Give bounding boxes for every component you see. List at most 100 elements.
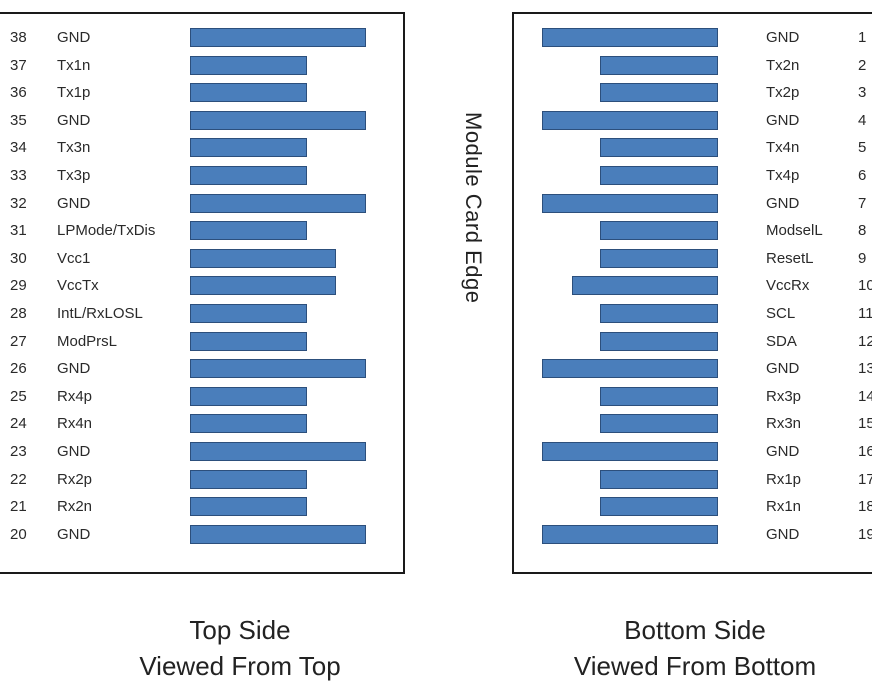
signal-name: Rx1p <box>766 470 802 488</box>
pin-row: 28 IntL/RxLOSL <box>0 300 403 328</box>
contact-pad <box>190 193 366 213</box>
module-card-edge-label: Module Card Edge <box>461 112 486 304</box>
pin-row: 11 SCL <box>514 300 872 328</box>
top-side-caption-title: Top Side <box>189 615 291 645</box>
contact-pad <box>600 469 718 489</box>
contact-pad <box>542 110 718 130</box>
contact-pad <box>600 248 718 268</box>
signal-name: Tx4n <box>766 139 800 157</box>
signal-name: Tx2n <box>766 56 800 74</box>
pin-number: 5 <box>858 139 867 157</box>
pin-row: 8 ModselL <box>514 217 872 245</box>
pin-row: 3 Tx2p <box>514 79 872 107</box>
pin-row: 24 Rx4n <box>0 410 403 438</box>
signal-name: Rx4n <box>57 415 93 433</box>
pin-number: 6 <box>858 167 867 184</box>
signal-name: GND <box>57 29 91 46</box>
signal-name: GND <box>57 111 91 129</box>
pin-row: 14 Rx3p <box>514 383 872 411</box>
top-side-caption-subtitle: Viewed From Top <box>139 651 341 681</box>
signal-name: Tx2p <box>766 84 800 102</box>
pin-number: 27 <box>10 332 27 350</box>
contact-pad <box>600 138 718 158</box>
signal-name: VccRx <box>766 277 810 295</box>
contact-pad <box>190 276 336 296</box>
pin-row: 1 GND <box>514 24 872 52</box>
pin-row: 12 SDA <box>514 328 872 356</box>
contact-pad <box>190 28 366 47</box>
pin-row: 37 Tx1n <box>0 52 403 80</box>
pin-row: 31 LPMode/TxDis <box>0 217 403 245</box>
contact-pad <box>600 83 718 103</box>
pin-row: 17 Rx1p <box>514 466 872 494</box>
pin-row: 9 ResetL <box>514 245 872 273</box>
contact-pad <box>190 359 366 379</box>
pin-row: 23 GND <box>0 438 403 466</box>
contact-pad <box>190 469 307 489</box>
pin-number: 16 <box>858 443 872 460</box>
bottom-side-caption-subtitle: Viewed From Bottom <box>573 651 817 681</box>
signal-name: SCL <box>766 305 796 322</box>
signal-name: Rx2n <box>57 498 93 516</box>
contact-pad <box>190 138 307 158</box>
pin-row: 38 GND <box>0 24 403 52</box>
pin-row: 25 Rx4p <box>0 383 403 411</box>
pin-row: 34 Tx3n <box>0 134 403 162</box>
contact-pad <box>542 524 718 544</box>
pin-row: 26 GND <box>0 355 403 383</box>
signal-name: GND <box>766 29 800 46</box>
contact-pad <box>572 276 718 296</box>
contact-pad <box>600 414 718 434</box>
pin-row: 30 Vcc1 <box>0 245 403 273</box>
pin-number: 32 <box>10 194 27 212</box>
pin-number: 12 <box>858 332 872 350</box>
pin-row: 15 Rx3n <box>514 410 872 438</box>
pin-number: 17 <box>858 470 872 488</box>
signal-name: GND <box>766 111 800 129</box>
contact-pad <box>542 359 718 379</box>
pin-row: 6 Tx4p <box>514 162 872 190</box>
contact-pad <box>190 304 307 323</box>
pin-number: 26 <box>10 360 27 378</box>
signal-name: Tx1p <box>57 84 91 102</box>
pin-number: 35 <box>10 111 27 129</box>
pin-row: 19 GND <box>514 521 872 549</box>
top-side-caption: Top Side Viewed From Top <box>100 612 380 684</box>
pin-row: 22 Rx2p <box>0 466 403 494</box>
pin-row: 2 Tx2n <box>514 52 872 80</box>
pin-row: 5 Tx4n <box>514 134 872 162</box>
signal-name: Tx3p <box>57 167 91 184</box>
contact-pad <box>542 442 718 461</box>
signal-name: ModselL <box>766 222 823 240</box>
signal-name: ResetL <box>766 249 814 267</box>
signal-name: GND <box>57 443 91 460</box>
pin-row: 16 GND <box>514 438 872 466</box>
pin-number: 25 <box>10 387 27 405</box>
pin-number: 24 <box>10 415 27 433</box>
contact-pad <box>600 166 718 185</box>
signal-name: Rx2p <box>57 470 93 488</box>
pin-number: 28 <box>10 305 27 322</box>
signal-name: GND <box>57 194 91 212</box>
pin-number: 20 <box>10 525 27 543</box>
contact-pad <box>190 248 336 268</box>
pin-row: 18 Rx1n <box>514 493 872 521</box>
signal-name: Tx3n <box>57 139 91 157</box>
contact-pad <box>600 331 718 351</box>
pin-row: 4 GND <box>514 107 872 135</box>
contact-pad <box>190 414 307 434</box>
pin-number: 7 <box>858 194 867 212</box>
pin-number: 33 <box>10 167 27 184</box>
signal-name: GND <box>766 194 800 212</box>
pin-number: 38 <box>10 29 27 46</box>
pin-number: 31 <box>10 222 27 240</box>
pin-number: 36 <box>10 84 27 102</box>
signal-name: Rx3n <box>766 415 802 433</box>
signal-name: Vcc1 <box>57 249 91 267</box>
pin-number: 29 <box>10 277 27 295</box>
pin-number: 37 <box>10 56 27 74</box>
signal-name: GND <box>766 360 800 378</box>
pin-row: 32 GND <box>0 190 403 218</box>
signal-name: IntL/RxLOSL <box>57 305 143 322</box>
signal-name: LPMode/TxDis <box>57 222 156 240</box>
